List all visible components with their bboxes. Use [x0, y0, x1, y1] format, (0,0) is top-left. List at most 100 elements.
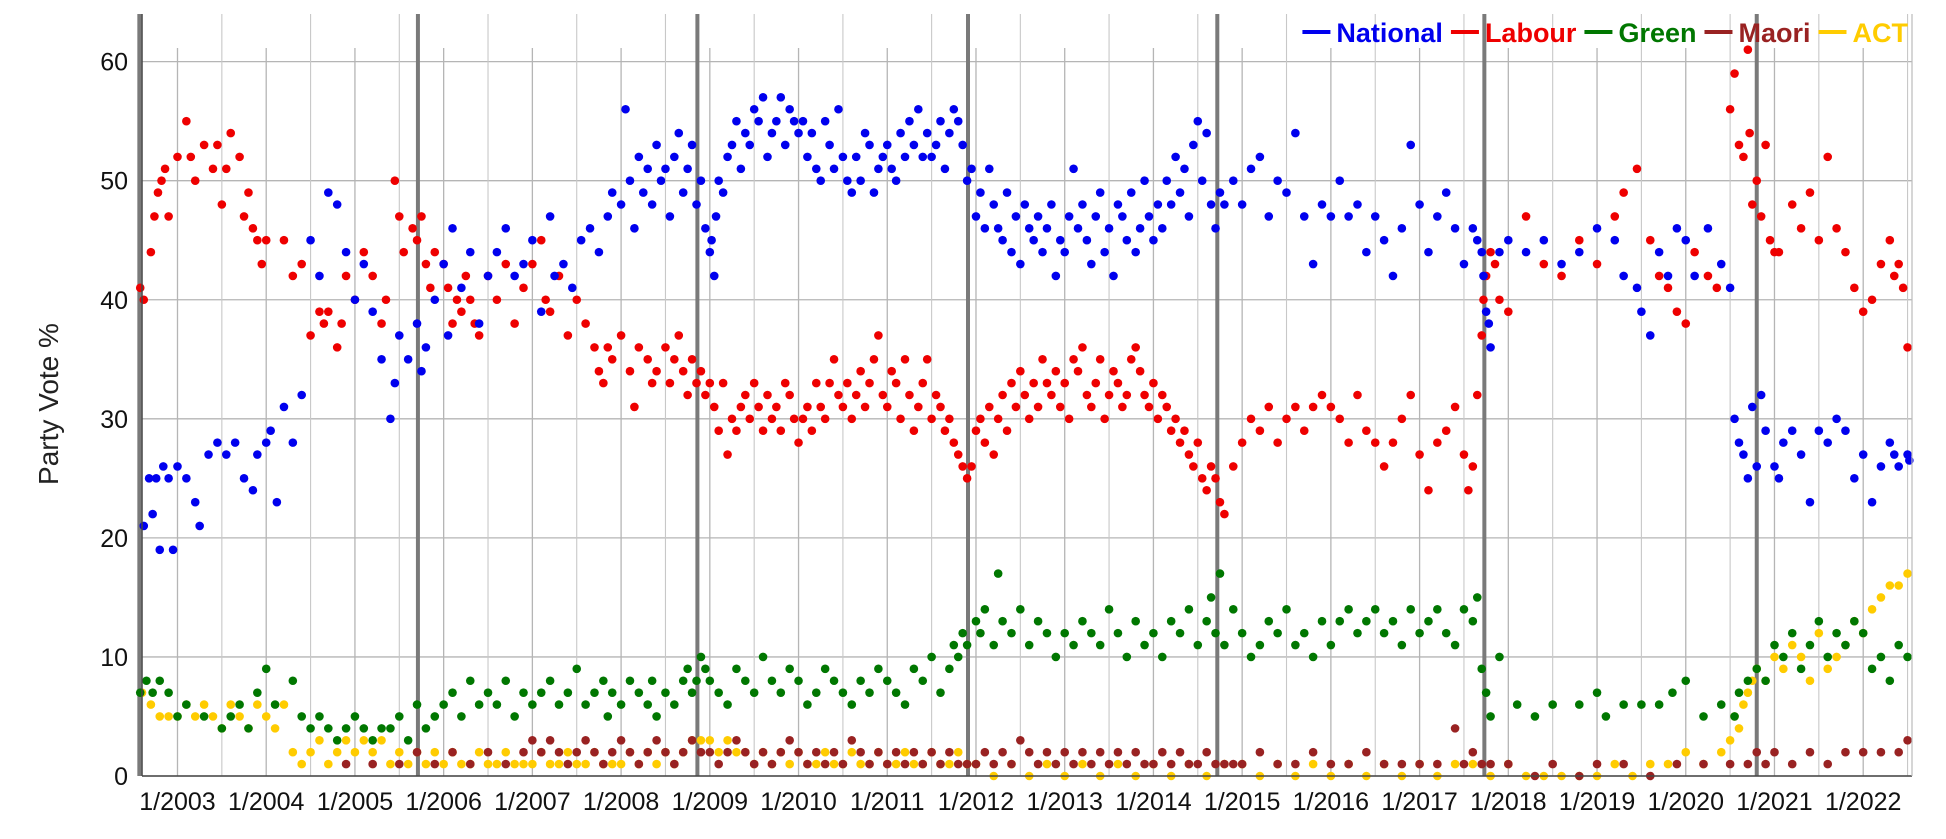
- labour-point: [736, 402, 746, 412]
- national-point: [474, 319, 484, 328]
- labour-point: [647, 378, 657, 388]
- national-point: [727, 140, 737, 150]
- maori-point: [749, 759, 759, 769]
- green-point: [652, 712, 661, 721]
- maori-point: [998, 747, 1007, 757]
- act-point: [705, 735, 715, 745]
- labour-point: [519, 283, 528, 293]
- labour-point: [1104, 390, 1114, 400]
- green-point: [297, 712, 306, 721]
- labour-point: [146, 247, 156, 257]
- labour-point: [248, 224, 258, 233]
- act-point: [474, 747, 484, 757]
- maori-point: [1033, 759, 1043, 769]
- legend-label-act: ACT: [1853, 18, 1909, 48]
- labour-point: [776, 426, 786, 436]
- national-point: [204, 450, 213, 459]
- maori-point: [705, 747, 715, 757]
- act-point: [829, 759, 839, 769]
- national-point: [909, 140, 919, 150]
- national-point: [758, 93, 768, 102]
- green-point: [1472, 593, 1482, 602]
- national-point: [536, 307, 546, 316]
- act-point: [394, 747, 404, 757]
- national-point: [1362, 247, 1371, 257]
- national-point: [1424, 247, 1433, 257]
- maori-point: [483, 747, 493, 757]
- labour-point: [1388, 438, 1398, 447]
- green-point: [164, 688, 173, 697]
- green-point: [1424, 616, 1433, 626]
- y-tick-label: 40: [100, 287, 128, 315]
- national-point: [1748, 402, 1757, 412]
- national-point: [869, 188, 879, 197]
- labour-point: [1424, 485, 1433, 495]
- national-point: [412, 319, 422, 328]
- green-point: [536, 688, 546, 697]
- national-point: [1215, 188, 1225, 197]
- green-point: [1211, 628, 1220, 638]
- maori-point: [767, 759, 777, 769]
- labour-point: [279, 235, 289, 245]
- act-point: [430, 747, 440, 757]
- labour-point: [599, 378, 608, 388]
- national-point: [155, 545, 165, 555]
- national-point: [272, 497, 282, 507]
- green-point: [1051, 652, 1061, 662]
- labour-point: [1441, 426, 1451, 436]
- national-point: [705, 247, 715, 257]
- labour-point: [1756, 212, 1766, 221]
- labour-point: [931, 390, 941, 400]
- national-point: [1574, 247, 1584, 257]
- maori-point: [607, 747, 617, 757]
- labour-point: [745, 414, 755, 424]
- labour-point: [1619, 188, 1628, 197]
- green-point: [1215, 569, 1225, 578]
- labour-point: [998, 390, 1007, 400]
- national-point: [1415, 200, 1424, 209]
- national-point: [1739, 450, 1748, 459]
- act-point: [350, 747, 360, 757]
- green-point: [1095, 640, 1105, 650]
- labour-point: [1042, 378, 1052, 388]
- labour-point: [1189, 462, 1198, 471]
- labour-point: [727, 414, 737, 424]
- labour-point: [1091, 378, 1101, 388]
- maori-point: [1140, 759, 1149, 769]
- national-point: [1220, 200, 1229, 209]
- national-point: [1149, 235, 1158, 245]
- national-point: [483, 271, 493, 281]
- green-point: [501, 676, 511, 686]
- maori-point: [519, 747, 528, 757]
- national-point: [803, 152, 812, 162]
- national-point: [621, 104, 630, 114]
- labour-point: [767, 414, 777, 424]
- national-point: [900, 152, 910, 162]
- national-point: [980, 224, 990, 233]
- national-point: [998, 235, 1007, 245]
- national-point: [745, 140, 755, 150]
- act-point: [723, 735, 732, 745]
- maori-point: [882, 759, 892, 769]
- green-point: [1601, 712, 1611, 721]
- labour-point: [160, 164, 170, 174]
- labour-point: [1745, 128, 1754, 138]
- national-point: [230, 438, 240, 447]
- national-point: [359, 259, 369, 269]
- maori-point: [581, 735, 590, 745]
- labour-point: [980, 438, 990, 447]
- national-point: [798, 116, 808, 126]
- x-tick-label: 1/2022: [1825, 788, 1901, 816]
- labour-point: [536, 235, 546, 245]
- national-point: [820, 116, 830, 126]
- national-point: [1038, 247, 1047, 257]
- maori-point: [1841, 747, 1850, 757]
- labour-point: [1486, 247, 1495, 257]
- national-point: [1073, 224, 1083, 233]
- green-point: [590, 688, 599, 697]
- green-point: [1042, 628, 1052, 638]
- national-point: [1752, 462, 1762, 471]
- national-point: [1175, 188, 1185, 197]
- labour-point: [1335, 414, 1345, 424]
- green-point: [785, 664, 794, 674]
